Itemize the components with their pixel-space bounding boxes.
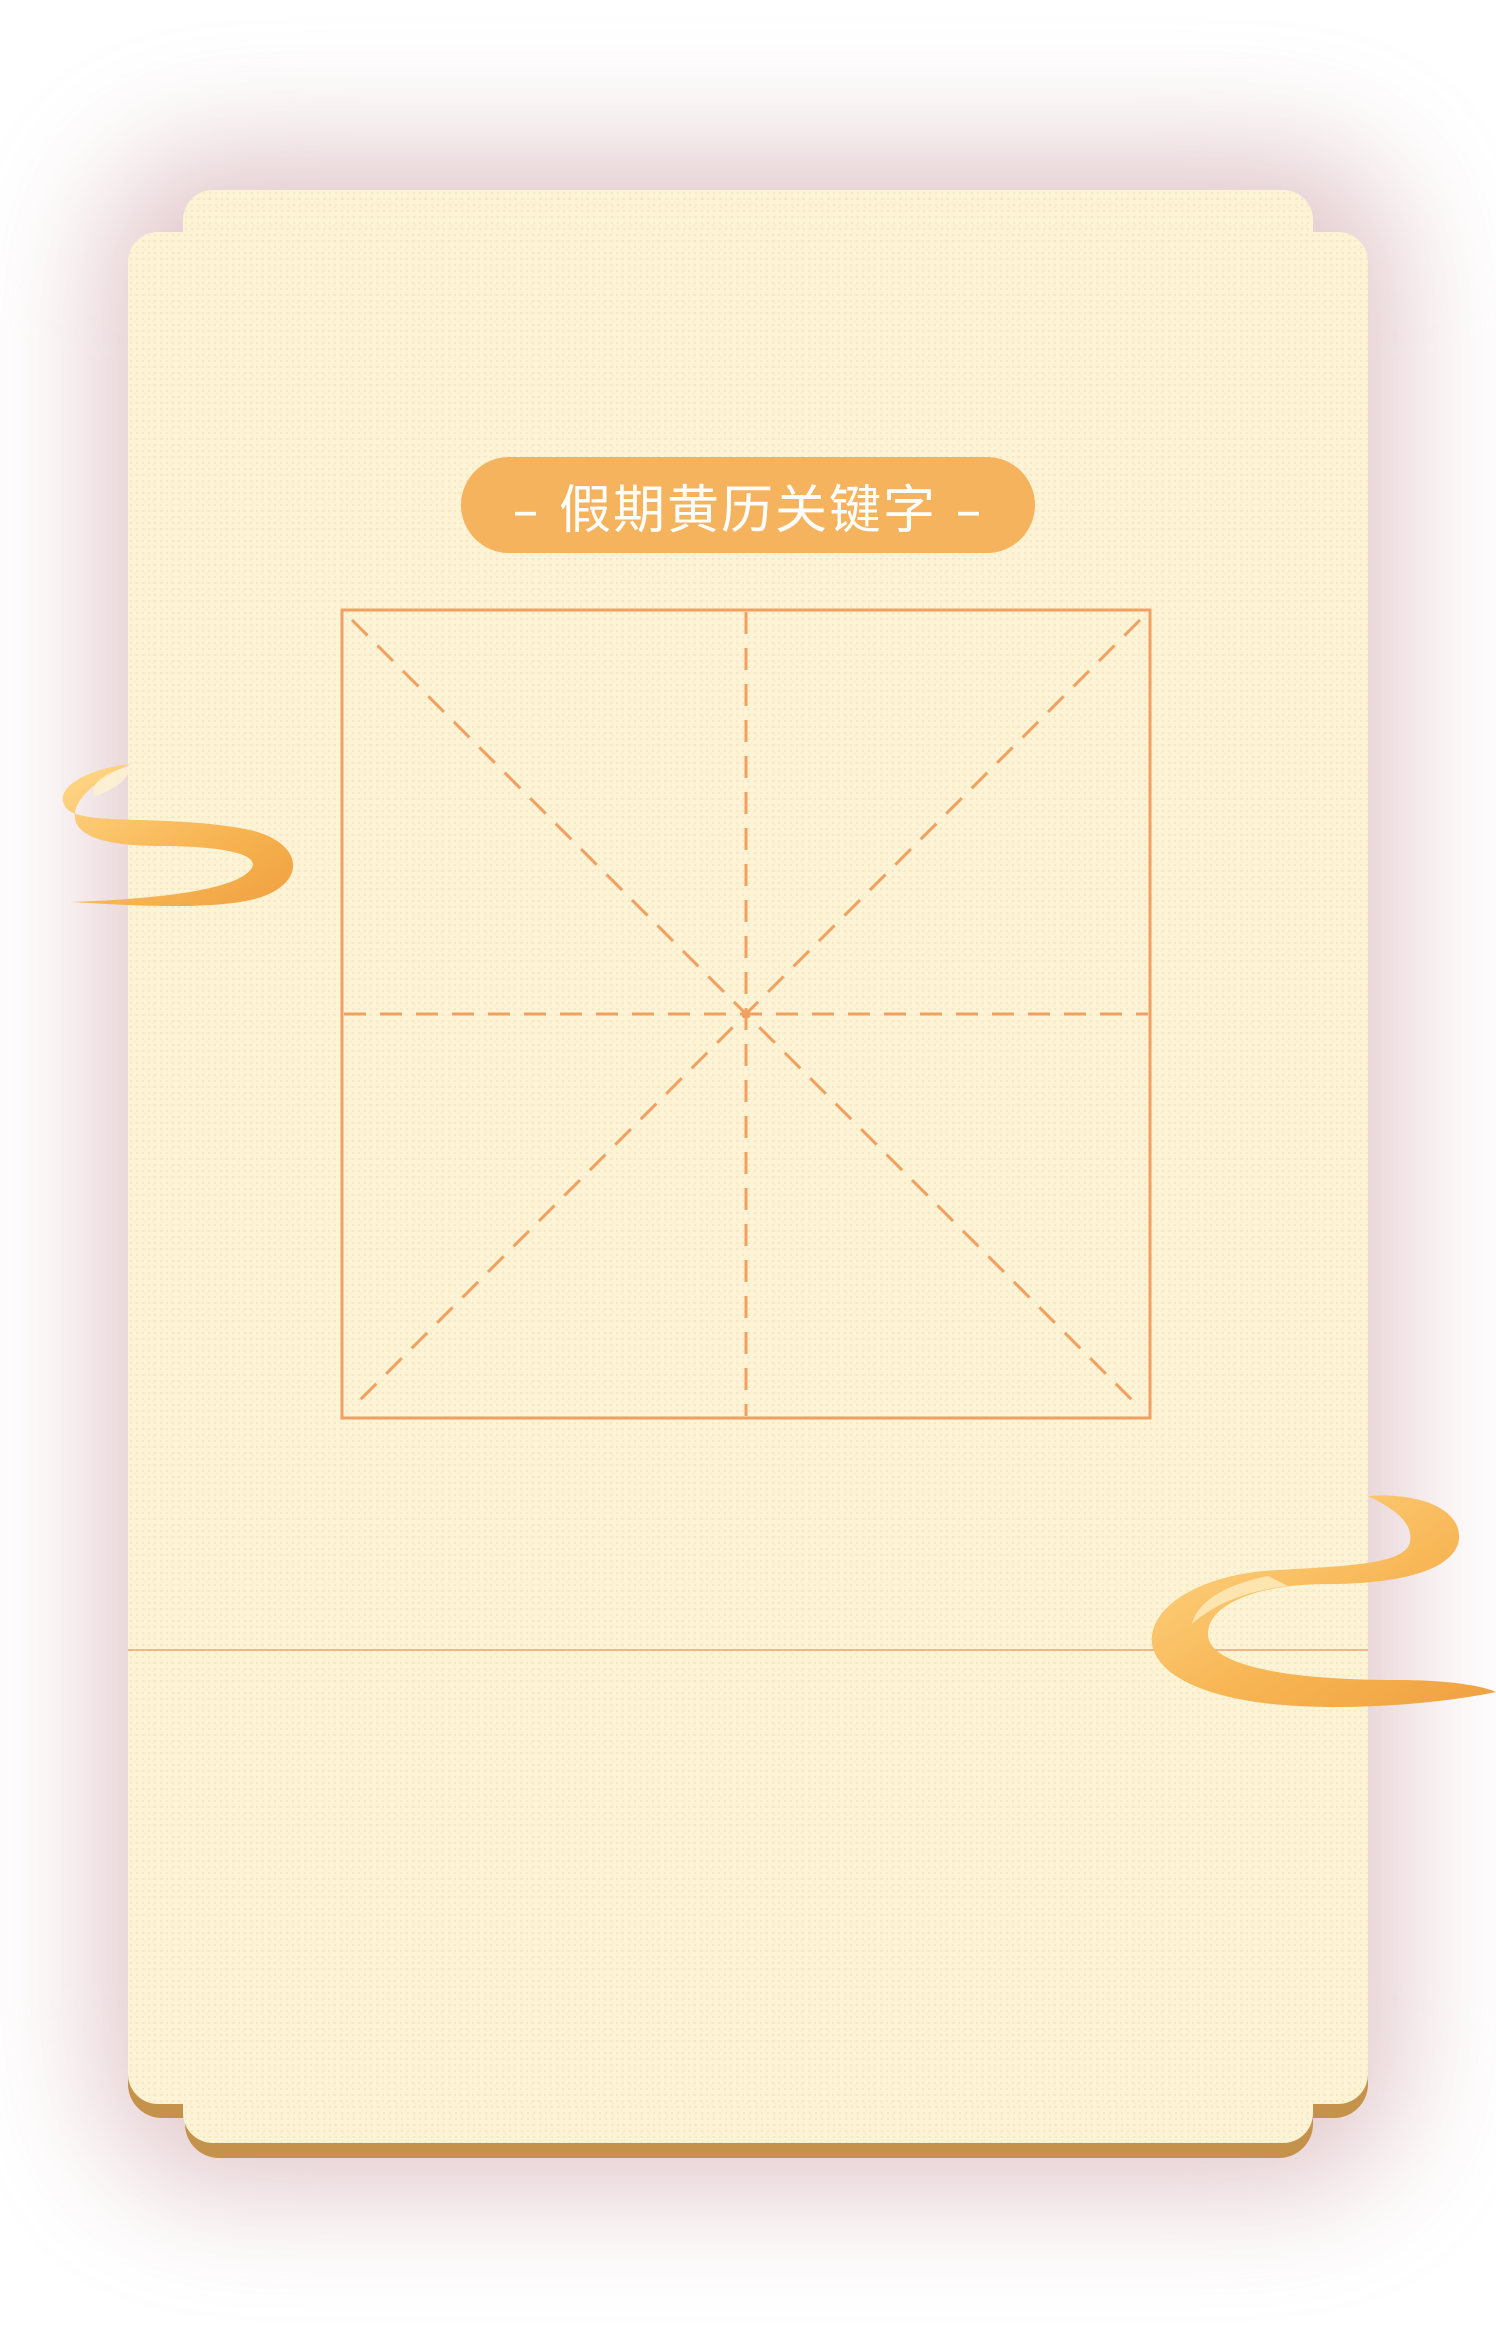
grid-diagonal-guide-2 [350,618,1142,1410]
cloud-swirl-icon [62,764,294,907]
title-badge: – 假期黄历关键字 – [461,457,1035,553]
title-text: – 假期黄历关键字 – [512,480,984,541]
practice-grid [340,608,1152,1420]
grid-border [340,608,1152,1420]
cloud-swirl-icon [1151,1495,1496,1708]
divider-line [128,1649,1368,1651]
